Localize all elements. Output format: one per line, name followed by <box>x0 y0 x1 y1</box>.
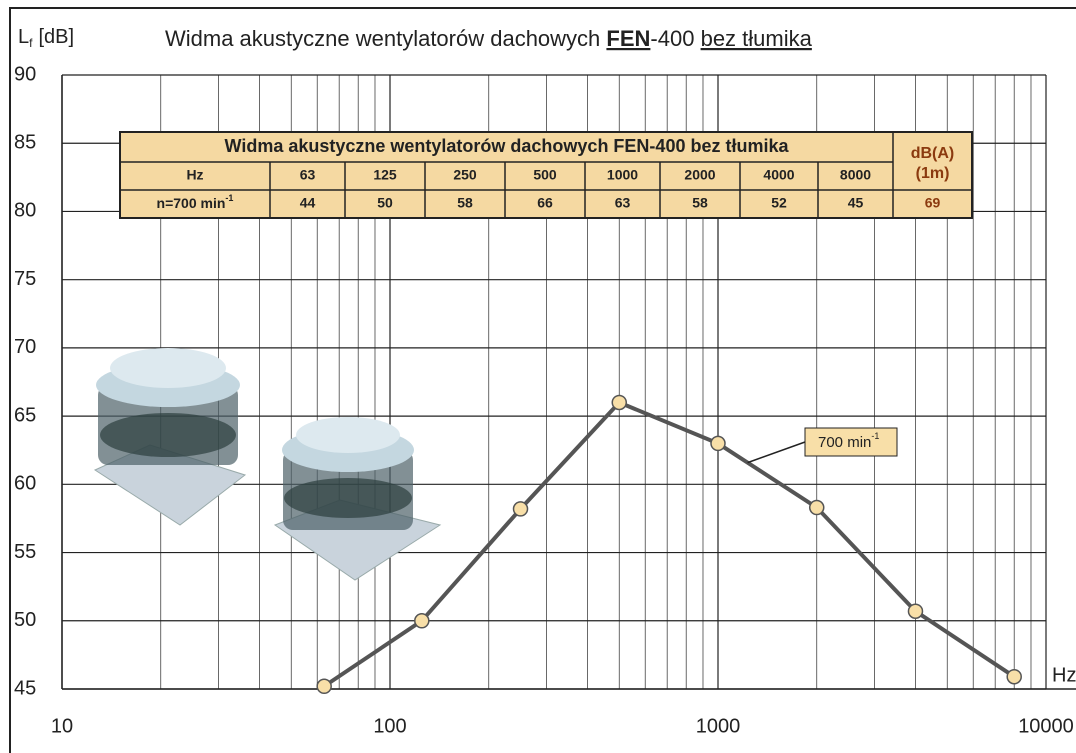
y-tick-label: 70 <box>14 336 36 358</box>
x-tick-label: 10 <box>51 715 73 737</box>
table-header: 125 <box>373 167 397 183</box>
table-header: 2000 <box>684 167 715 183</box>
x-tick-label: 100 <box>373 715 406 737</box>
total-header-sub: (1m) <box>916 165 950 182</box>
table-cell: 45 <box>848 195 864 211</box>
table-header: 1000 <box>607 167 638 183</box>
point <box>907 603 924 619</box>
y-tick-label: 50 <box>14 609 36 631</box>
title-part: FEN <box>606 26 650 51</box>
point <box>611 394 628 411</box>
y-tick-label: 55 <box>14 541 36 563</box>
table-cell: 63 <box>615 195 631 211</box>
leader-line <box>747 441 806 464</box>
table-row-label: n=700 min-1 <box>157 193 234 210</box>
table-cell: 66 <box>537 195 553 211</box>
series-line <box>323 400 1016 688</box>
point <box>1006 668 1022 685</box>
y-unit: [dB] <box>38 26 74 48</box>
table-cell: 58 <box>692 195 708 211</box>
title-part: bez tłumika <box>701 26 813 51</box>
y-label: Lf [dB] <box>18 26 74 50</box>
table-header: 500 <box>533 167 557 183</box>
table-header: 4000 <box>763 167 794 183</box>
point <box>316 678 332 695</box>
table-header: Hz <box>186 167 203 183</box>
table-title: Widma akustyczne wentylatorów dachowych … <box>225 136 790 156</box>
row-label-sup: -1 <box>225 193 233 203</box>
x-label: Hz <box>1052 664 1076 686</box>
fan-image <box>93 348 247 526</box>
y-tick-label: 75 <box>14 268 36 290</box>
table-header: 63 <box>300 167 316 183</box>
y-tick-label: 85 <box>14 132 36 154</box>
spectrum-table: Widma akustyczne wentylatorów dachowych … <box>119 131 973 219</box>
table-cell: 52 <box>771 195 787 211</box>
title-part: -400 <box>650 26 700 51</box>
table-cell: 44 <box>300 195 316 211</box>
series-label: 700 min-1 <box>818 431 879 451</box>
point <box>414 613 430 629</box>
y-tick-label: 80 <box>14 200 36 222</box>
point <box>710 435 726 452</box>
series-label-box <box>804 427 898 457</box>
total-cell: 69 <box>925 195 941 211</box>
table-header: 8000 <box>840 167 871 183</box>
y-tick-label: 90 <box>14 63 36 85</box>
point <box>808 499 825 516</box>
series-name-sup: -1 <box>871 431 879 441</box>
table-cell: 58 <box>457 195 473 211</box>
title-part: Widma akustyczne wentylatorów dachowych <box>165 26 606 51</box>
y-label-main: L <box>18 26 29 48</box>
plot: 700 min-1 <box>316 394 1022 695</box>
table-cell: 50 <box>377 195 393 211</box>
chart-title: Widma akustyczne wentylatorów dachowych … <box>165 26 813 51</box>
total-header: dB(A) <box>911 145 955 162</box>
x-tick-label: 1000 <box>696 715 741 737</box>
y-tick-label: 60 <box>14 473 36 495</box>
series-name: 700 min <box>818 434 871 451</box>
fan-image <box>273 417 442 581</box>
table-bg <box>119 131 973 219</box>
frame <box>9 7 1076 753</box>
row-label-main: n=700 min <box>157 195 226 211</box>
table-header: 250 <box>453 167 477 183</box>
point <box>512 501 529 517</box>
x-tick-label: 10000 <box>1018 715 1074 737</box>
y-tick-label: 65 <box>14 404 36 426</box>
y-tick-label: 45 <box>14 677 36 699</box>
y-label-sub: f <box>29 36 33 50</box>
